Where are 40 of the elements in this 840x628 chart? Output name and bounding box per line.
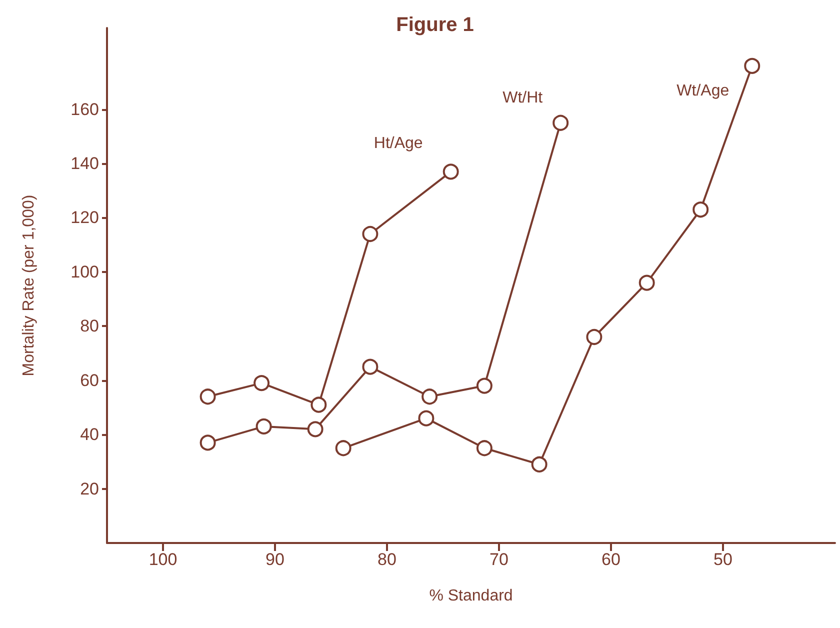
x-axis-title: % Standard xyxy=(429,588,513,604)
x-tick-label: 50 xyxy=(714,550,732,569)
y-tick-label: 80 xyxy=(80,316,99,336)
point xyxy=(442,164,459,180)
x-tick-label: 70 xyxy=(490,550,508,569)
y-tick-label: 100 xyxy=(70,262,99,282)
point xyxy=(362,358,378,375)
y-tick-label: 20 xyxy=(80,479,99,498)
series-label: Wt/Ht xyxy=(502,89,544,106)
point xyxy=(310,396,327,413)
y-tick-label: 40 xyxy=(80,425,99,444)
y-axis-title: Mortality Rate (per 1,000) xyxy=(20,194,38,376)
y-tick-label: 140 xyxy=(70,154,99,174)
point xyxy=(744,58,760,74)
point xyxy=(476,440,492,456)
point xyxy=(418,410,434,426)
chart-title: Figure 1 xyxy=(396,14,474,36)
point xyxy=(638,274,655,291)
point xyxy=(692,202,709,218)
point xyxy=(200,434,216,451)
point xyxy=(586,329,602,345)
x-tick-label: 60 xyxy=(602,550,620,569)
point xyxy=(335,440,352,456)
series-label: Wt/Age xyxy=(676,82,730,100)
point xyxy=(200,388,216,405)
series-label: Ht/Age xyxy=(374,135,423,152)
point xyxy=(256,418,272,434)
point xyxy=(531,456,548,472)
x-tick-label: 80 xyxy=(378,550,396,569)
point xyxy=(552,114,569,131)
x-tick-label: 100 xyxy=(148,550,178,569)
y-tick-label: 120 xyxy=(70,208,99,228)
y-tick-label: 160 xyxy=(70,100,99,119)
x-tick-label: 90 xyxy=(266,550,284,569)
point xyxy=(307,421,324,438)
point xyxy=(476,378,492,394)
y-tick-label: 60 xyxy=(80,370,99,390)
point xyxy=(422,388,438,405)
point xyxy=(362,226,378,242)
point xyxy=(254,375,270,392)
